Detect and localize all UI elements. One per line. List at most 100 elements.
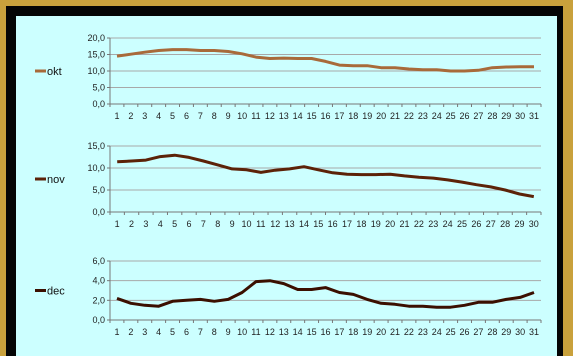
x-tick-label: 5 [170,111,175,121]
x-tick-label: 7 [201,219,206,229]
x-tick-label: 1 [114,327,119,337]
x-tick-label: 17 [342,219,352,229]
x-tick-label: 12 [265,111,275,121]
x-tick-label: 1 [114,111,119,121]
x-tick-label: 6 [187,219,192,229]
x-tick-label: 19 [362,111,372,121]
x-tick-label: 4 [158,219,163,229]
x-tick-label: 28 [487,111,497,121]
x-tick-label: 24 [443,219,453,229]
x-tick-label: 2 [129,219,134,229]
x-tick-label: 20 [376,111,386,121]
x-tick-label: 18 [348,327,358,337]
y-tick-label: 6,0 [92,256,105,266]
x-tick-label: 24 [432,111,442,121]
x-tick-label: 20 [376,327,386,337]
x-tick-label: 3 [142,327,147,337]
x-tick-label: 23 [428,219,438,229]
x-tick-label: 13 [279,327,289,337]
x-tick-label: 5 [172,219,177,229]
x-tick-label: 15 [313,219,323,229]
x-tick-label: 10 [237,111,247,121]
x-tick-label: 27 [486,219,496,229]
x-tick-label: 28 [500,219,510,229]
y-tick-label: 10,0 [87,163,105,173]
x-tick-label: 23 [418,327,428,337]
x-tick-label: 3 [142,111,147,121]
x-tick-label: 15 [307,111,317,121]
x-tick-label: 11 [251,111,260,121]
x-tick-label: 24 [432,327,442,337]
y-tick-label: 5,0 [92,83,105,93]
x-tick-label: 30 [529,219,539,229]
x-tick-label: 6 [184,327,189,337]
y-tick-label: 15,0 [87,50,105,60]
x-tick-label: 27 [473,111,483,121]
y-tick-label: 0,0 [92,99,105,109]
x-tick-label: 25 [446,111,456,121]
x-tick-label: 9 [230,219,235,229]
x-tick-label: 8 [215,219,220,229]
x-tick-label: 17 [334,327,344,337]
x-tick-label: 30 [515,327,525,337]
y-tick-label: 15,0 [87,141,105,151]
y-tick-label: 20,0 [87,33,105,43]
x-tick-label: 16 [328,219,338,229]
x-tick-label: 18 [348,111,358,121]
x-tick-label: 9 [226,111,231,121]
x-tick-label: 18 [356,219,366,229]
y-tick-label: 0,0 [92,207,105,217]
chart-panel [16,16,557,356]
x-tick-label: 19 [371,219,381,229]
x-tick-label: 9 [226,327,231,337]
y-tick-label: 5,0 [92,185,105,195]
legend-label-nov: nov [47,174,65,186]
x-tick-label: 14 [299,219,309,229]
series-line-dec [116,279,535,309]
y-tick-label: 2,0 [92,295,105,305]
x-tick-label: 28 [487,327,497,337]
x-tick-label: 22 [414,219,424,229]
x-tick-label: 20 [385,219,395,229]
series-line-nov [117,153,535,199]
x-tick-label: 6 [184,111,189,121]
x-tick-label: 1 [115,219,120,229]
x-tick-label: 22 [404,111,414,121]
x-tick-label: 8 [212,327,217,337]
x-tick-label: 26 [460,327,470,337]
y-tick-label: 10,0 [87,66,105,76]
series-line-okt [116,48,534,73]
x-tick-label: 8 [212,111,217,121]
x-tick-label: 14 [293,327,303,337]
y-tick-label: 0,0 [92,315,105,325]
x-tick-label: 26 [471,219,481,229]
x-tick-label: 29 [501,327,511,337]
x-tick-label: 12 [270,219,280,229]
legend-label-okt: okt [47,66,62,78]
x-tick-label: 26 [460,111,470,121]
x-tick-label: 11 [251,327,260,337]
x-tick-label: 15 [307,327,317,337]
x-tick-label: 27 [473,327,483,337]
x-tick-label: 21 [400,219,410,229]
x-tick-label: 7 [198,111,203,121]
x-tick-label: 13 [279,111,289,121]
x-tick-label: 31 [529,327,539,337]
x-tick-label: 10 [241,219,251,229]
x-tick-label: 31 [529,111,539,121]
x-tick-label: 4 [156,111,161,121]
x-tick-label: 13 [285,219,295,229]
x-tick-label: 29 [501,111,511,121]
x-tick-label: 12 [265,327,275,337]
x-tick-label: 2 [128,111,133,121]
x-tick-label: 30 [515,111,525,121]
x-tick-label: 2 [128,327,133,337]
x-tick-label: 16 [320,111,330,121]
x-tick-label: 3 [143,219,148,229]
x-tick-label: 5 [170,327,175,337]
x-tick-label: 21 [390,327,400,337]
x-tick-label: 11 [256,219,265,229]
x-tick-label: 19 [362,327,372,337]
x-tick-label: 17 [334,111,344,121]
